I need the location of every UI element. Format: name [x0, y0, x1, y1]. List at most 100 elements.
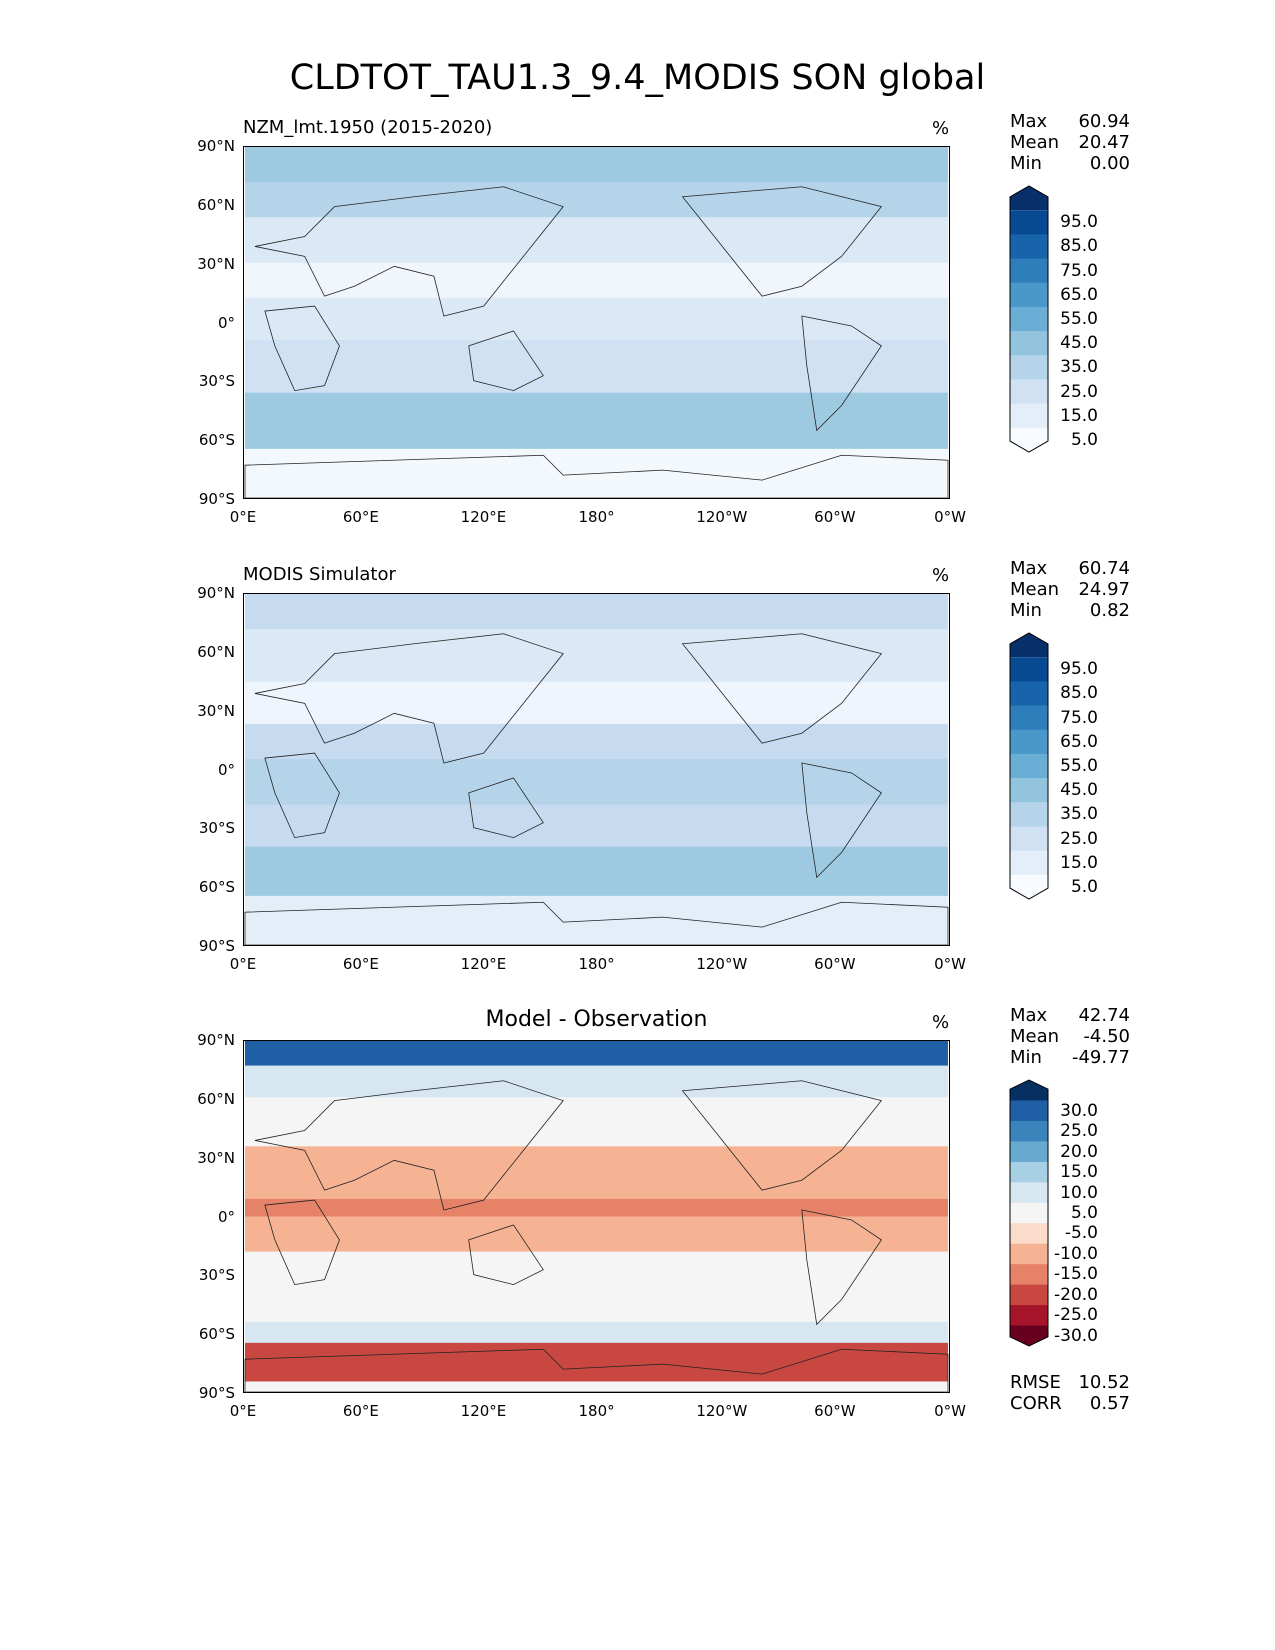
coastline	[468, 1224, 544, 1286]
colorbar-segment	[1010, 850, 1048, 876]
colorbar-tick-label: 25.0	[1060, 828, 1098, 849]
lat-tick-label: 0°	[217, 313, 235, 332]
colorbar-tick-label: 5.0	[1070, 429, 1098, 450]
colorbar-segment	[1010, 802, 1048, 827]
coastline	[681, 1080, 883, 1191]
lon-tick-label: 120°W	[696, 508, 748, 526]
colorbar-tick-label: 15.0	[1060, 852, 1098, 873]
stat-min-value: -49.77	[1071, 1047, 1130, 1068]
contour-band	[245, 217, 948, 264]
coastline	[468, 777, 544, 839]
lat-tick-label: 90°N	[197, 1031, 235, 1049]
colorbar-segment	[1010, 753, 1048, 779]
colorbar-segment	[1010, 1161, 1048, 1183]
stat-max-value: 60.74	[1078, 558, 1130, 579]
coastline	[264, 1199, 340, 1286]
contour-band	[245, 182, 948, 219]
stat-mean-label: Mean	[1010, 1026, 1060, 1047]
contour-band	[245, 262, 948, 299]
colorbar-segment	[1010, 331, 1048, 356]
colorbar-tick-label: 5.0	[1070, 1203, 1098, 1223]
coastline	[681, 633, 883, 744]
colorbar-segment	[1010, 258, 1048, 284]
lat-tick-label: 0°	[217, 760, 235, 779]
colorbar-tick-label: -25.0	[1054, 1305, 1098, 1326]
stat-mean-label: Mean	[1010, 132, 1060, 153]
coastline	[801, 315, 882, 432]
contour-band	[245, 1097, 948, 1148]
coastline	[264, 752, 340, 839]
map-panel-3	[243, 1040, 950, 1393]
colorbar-segment	[1010, 1141, 1048, 1163]
stat-max-value: 60.94	[1078, 111, 1130, 132]
stat-max-label: Max	[1010, 1005, 1048, 1026]
colorbar-segment	[1010, 403, 1048, 429]
colorbar	[1009, 1079, 1049, 1347]
colorbar-tick-label: 85.0	[1060, 683, 1098, 704]
lat-tick-label: 60°N	[197, 195, 235, 214]
contour-band	[245, 804, 948, 848]
colorbar	[1009, 632, 1049, 900]
stat-min-label: Min	[1010, 1047, 1042, 1068]
rmse-value: 10.52	[1078, 1372, 1130, 1393]
colorbar-outline	[1009, 632, 1049, 900]
lon-tick-label: 120°E	[460, 1402, 507, 1420]
contour-band	[245, 723, 948, 760]
colorbar-segment	[1010, 1305, 1048, 1327]
lat-tick-label: 60°N	[197, 1089, 235, 1108]
contour-band	[245, 594, 948, 631]
lon-tick-label: 60°W	[814, 1402, 856, 1420]
colorbar-segment	[1010, 705, 1048, 731]
colorbar-segment	[1010, 1284, 1048, 1306]
units-label: %	[932, 118, 950, 139]
contour-band	[245, 846, 948, 897]
lat-tick-label: 30°S	[198, 819, 235, 838]
colorbar-tick-label: 35.0	[1060, 804, 1098, 825]
colorbar-segment	[1010, 1120, 1048, 1142]
lon-tick-label: 120°E	[460, 508, 507, 526]
lon-tick-label: 0°W	[934, 508, 966, 526]
colorbar-segment	[1010, 210, 1048, 235]
lon-tick-label: 60°W	[814, 508, 856, 526]
colorbar-outline	[1009, 1079, 1049, 1347]
lon-tick-label: 180°	[578, 955, 615, 973]
colorbar-segment	[1010, 778, 1048, 803]
stat-min-value: 0.00	[1089, 153, 1130, 174]
colorbar-segment	[1010, 1202, 1048, 1224]
colorbar-tick-label: 25.0	[1060, 1121, 1098, 1142]
stat-mean-value: 24.97	[1078, 579, 1130, 600]
contour-band	[245, 1381, 948, 1392]
panel-title: NZM_lmt.1950 (2015-2020)	[243, 117, 493, 138]
colorbar-segment	[1010, 306, 1048, 332]
lon-tick-label: 120°W	[696, 955, 748, 973]
colorbar-segment	[1010, 826, 1048, 852]
contour-band	[245, 1065, 948, 1099]
coastline	[468, 330, 544, 392]
contour-band	[245, 895, 948, 945]
coastline	[254, 186, 564, 317]
colorbar-tick-label: 45.0	[1060, 780, 1098, 801]
colorbar-segment	[1010, 186, 1048, 211]
lon-tick-label: 60°E	[342, 955, 379, 973]
colorbar-segment	[1010, 729, 1048, 755]
contour-band	[245, 681, 948, 725]
colorbar-tick-label: 65.0	[1060, 731, 1098, 752]
colorbar-tick-label: -20.0	[1054, 1284, 1098, 1305]
map-panel-1	[243, 146, 950, 499]
contour-band	[245, 147, 948, 184]
coastline	[801, 1209, 882, 1326]
colorbar-segment	[1010, 1100, 1048, 1122]
colorbar	[1009, 185, 1049, 453]
lon-tick-label: 0°E	[229, 955, 257, 973]
stat-max-label: Max	[1010, 558, 1048, 579]
colorbar-tick-label: 10.0	[1060, 1182, 1098, 1203]
colorbar-segment	[1010, 874, 1048, 899]
coastline	[681, 186, 883, 297]
colorbar-tick-label: 95.0	[1060, 212, 1098, 233]
stat-min-value: 0.82	[1089, 600, 1130, 621]
colorbar-segment	[1010, 657, 1048, 682]
colorbar-segment	[1010, 234, 1048, 260]
panel-title: Model - Observation	[485, 1007, 708, 1032]
stat-mean-label: Mean	[1010, 579, 1060, 600]
